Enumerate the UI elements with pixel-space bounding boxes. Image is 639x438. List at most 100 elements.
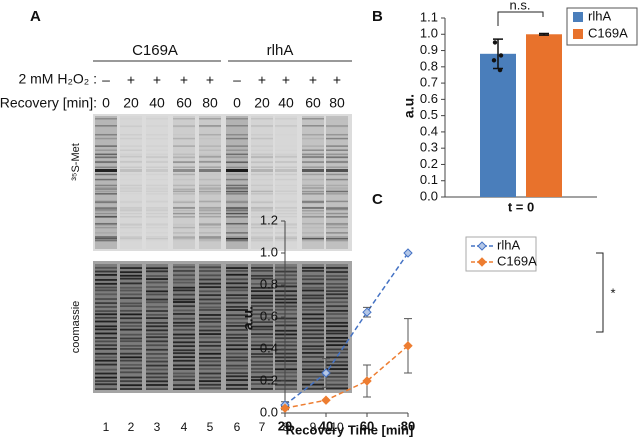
band	[326, 293, 348, 296]
band	[120, 137, 142, 140]
band	[95, 383, 117, 386]
band	[251, 189, 273, 191]
band	[251, 344, 273, 347]
band	[146, 236, 168, 238]
band	[302, 178, 324, 181]
band	[120, 189, 142, 191]
band	[226, 161, 248, 163]
band	[95, 207, 117, 210]
lane-smear	[226, 116, 248, 249]
treatment: +	[333, 72, 341, 88]
band	[226, 161, 248, 164]
y-tick-label: 0.2	[260, 372, 278, 387]
band	[95, 372, 117, 375]
band	[275, 237, 297, 240]
lane-smear	[120, 264, 142, 390]
band	[326, 212, 348, 215]
band	[199, 154, 221, 156]
band	[199, 352, 221, 355]
band	[226, 178, 248, 181]
band	[226, 314, 248, 317]
band	[120, 321, 142, 324]
band	[275, 383, 297, 386]
band	[251, 297, 273, 300]
band	[251, 156, 273, 158]
band	[146, 267, 168, 270]
band	[173, 149, 195, 151]
group-label: C169A	[132, 42, 178, 59]
band	[95, 166, 117, 169]
band	[146, 317, 168, 319]
band	[251, 367, 273, 370]
band	[146, 293, 168, 296]
band	[199, 266, 221, 269]
band	[120, 352, 142, 355]
band	[226, 267, 248, 269]
band	[173, 232, 195, 234]
band	[251, 207, 273, 210]
band	[275, 333, 297, 336]
band	[199, 206, 221, 209]
band	[275, 232, 297, 234]
bar	[526, 34, 562, 197]
band	[226, 340, 248, 343]
band	[120, 149, 142, 151]
band	[199, 190, 221, 193]
band	[146, 138, 168, 140]
band	[146, 360, 168, 363]
band	[199, 156, 221, 158]
band	[120, 376, 142, 379]
band	[326, 283, 348, 285]
band	[251, 321, 273, 323]
band	[146, 184, 168, 187]
band	[326, 166, 348, 168]
band	[326, 137, 348, 140]
band	[95, 160, 117, 163]
band	[146, 223, 168, 225]
y-tick-label: 1.1	[420, 9, 438, 24]
band	[326, 190, 348, 192]
band	[251, 137, 273, 140]
band	[120, 384, 142, 387]
band	[199, 145, 221, 147]
band	[120, 184, 142, 187]
band	[275, 118, 297, 120]
band	[226, 145, 248, 147]
band	[199, 178, 221, 181]
band	[226, 212, 248, 215]
band	[120, 297, 142, 300]
band	[226, 206, 248, 209]
band	[120, 293, 142, 296]
band	[120, 160, 142, 163]
band	[326, 206, 348, 209]
band	[226, 333, 248, 336]
band	[199, 372, 221, 375]
band	[275, 363, 297, 366]
band	[120, 145, 142, 147]
lane-number: 8	[283, 420, 290, 434]
band	[199, 188, 221, 191]
y-tick-label: 0.2	[420, 156, 438, 171]
band	[199, 125, 221, 128]
lane-number: 4	[181, 420, 188, 434]
band	[326, 210, 348, 212]
band	[226, 153, 248, 156]
band	[251, 232, 273, 234]
marker	[403, 248, 413, 258]
band	[275, 155, 297, 158]
band	[173, 206, 195, 209]
band	[302, 161, 324, 163]
band	[95, 126, 117, 128]
band	[226, 273, 248, 276]
legend-label: C169A	[588, 25, 628, 40]
band	[226, 352, 248, 355]
band	[275, 368, 297, 371]
band	[173, 278, 195, 281]
band	[120, 238, 142, 240]
band	[226, 387, 248, 390]
band	[251, 383, 273, 385]
recovery-time: 40	[278, 95, 294, 111]
band	[95, 316, 117, 319]
band	[146, 166, 168, 168]
y-axis-label: a.u.	[401, 94, 417, 118]
